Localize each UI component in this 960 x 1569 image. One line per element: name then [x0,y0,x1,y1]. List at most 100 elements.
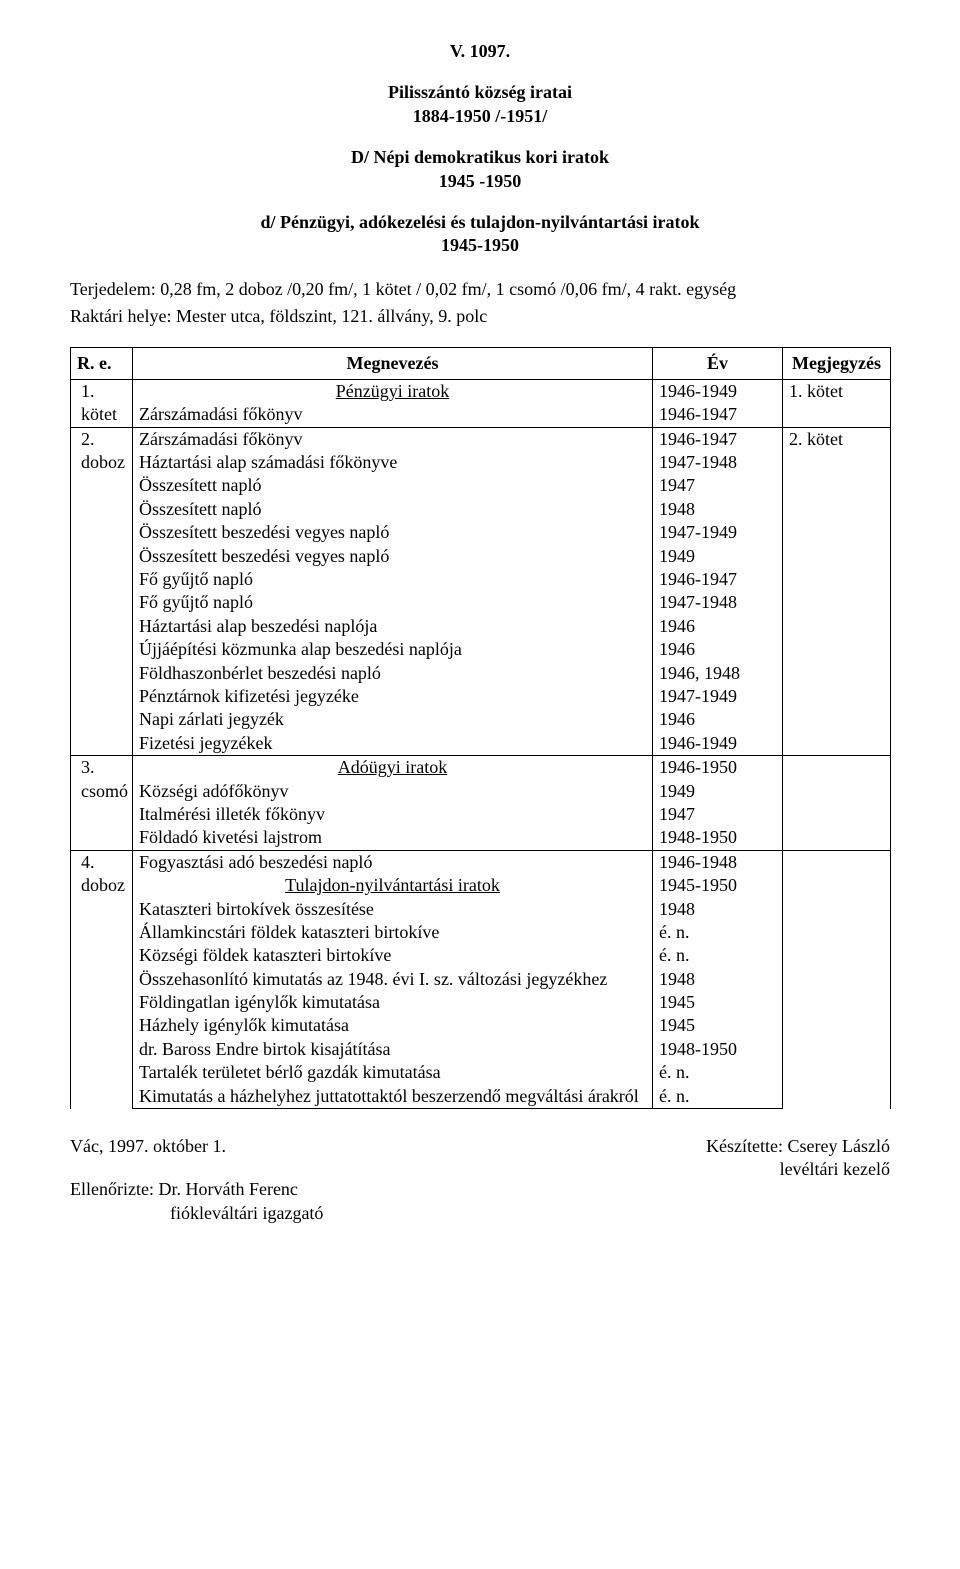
subtitle-line-2: 1945 -1950 [70,170,890,193]
header-re: R. e. [71,347,133,379]
subsection-block: d/ Pénzügyi, adókezelési és tulajdon-nyi… [70,211,890,258]
ref-cell: 2.doboz [71,427,133,755]
table-row: Községi adófőkönyv1949 [71,780,891,803]
year-cell: 1947-1948 [653,451,783,474]
table-row: Összesített beszedési vegyes napló1949 [71,545,891,568]
ref-unit: kötet [81,403,126,426]
section-title-cell: Adóügyi iratok [133,756,653,780]
ref-unit: csomó [81,780,126,803]
table-row: Tulajdon-nyilvántartási iratok1945-1950 [71,874,891,897]
ref-number: 4. [81,851,126,874]
note-cell [783,756,891,851]
document-page: V. 1097. Pilisszántó község iratai 1884-… [0,0,960,1275]
ref-number: V. 1097. [70,40,890,63]
item-name-cell: Zárszámadási főkönyv [133,403,653,427]
item-name-cell: Földhaszonbérlet beszedési napló [133,662,653,685]
year-cell: 1946-1947 [653,427,783,451]
year-cell: 1946, 1948 [653,662,783,685]
item-name-cell: Fő gyűjtő napló [133,591,653,614]
header-megjegyzes: Megjegyzés [783,347,891,379]
footer-date: Vác, 1997. október 1. [70,1135,323,1158]
table-row: Italmérési illeték főkönyv1947 [71,803,891,826]
table-row: Fő gyűjtő napló1947-1948 [71,591,891,614]
footer-author: Készítette: Cserey László [706,1135,890,1158]
footer-left: Vác, 1997. október 1. Ellenőrizte: Dr. H… [70,1135,323,1225]
item-name-cell: Összesített beszedési vegyes napló [133,521,653,544]
item-name-cell: Fogyasztási adó beszedési napló [133,850,653,874]
ref-number: 2. [81,428,126,451]
table-row: Földingatlan igénylők kimutatása1945 [71,991,891,1014]
item-name-cell: Földadó kivetési lajstrom [133,826,653,850]
ref-cell: 1.kötet [71,379,133,427]
item-name-cell: Pénztárnok kifizetési jegyzéke [133,685,653,708]
footer-verifier: Ellenőrizte: Dr. Horváth Ferenc [70,1178,323,1201]
item-name-cell: Községi földek kataszteri birtokíve [133,944,653,967]
year-cell: 1947 [653,803,783,826]
table-row: Pénztárnok kifizetési jegyzéke1947-1949 [71,685,891,708]
subtitle-line-1: D/ Népi demokratikus kori iratok [70,146,890,169]
table-row: 2.dobozZárszámadási főkönyv1946-19472. k… [71,427,891,451]
year-cell: é. n. [653,1061,783,1084]
table-row: Fizetési jegyzékek1946-1949 [71,732,891,756]
subtitle-block: D/ Népi demokratikus kori iratok 1945 -1… [70,146,890,193]
table-row: Házhely igénylők kimutatása1945 [71,1014,891,1037]
table-row: 4.dobozFogyasztási adó beszedési napló19… [71,850,891,874]
year-cell: 1945 [653,991,783,1014]
item-name-cell: Földingatlan igénylők kimutatása [133,991,653,1014]
item-name-cell: Újjáépítési közmunka alap beszedési napl… [133,638,653,661]
year-cell: 1949 [653,545,783,568]
year-cell: 1947-1948 [653,591,783,614]
year-cell: 1946-1950 [653,756,783,780]
year-cell: 1947-1949 [653,521,783,544]
table-row: Összesített napló1947 [71,474,891,497]
year-cell: é. n. [653,1085,783,1109]
table-row: Összesített beszedési vegyes napló1947-1… [71,521,891,544]
year-cell: 1946-1948 [653,850,783,874]
ref-cell: 4.doboz [71,850,133,1108]
item-name-cell: Összesített beszedési vegyes napló [133,545,653,568]
item-name-cell: Zárszámadási főkönyv [133,427,653,451]
header-megnevezes: Megnevezés [133,347,653,379]
table-row: Háztartási alap számadási főkönyve1947-1… [71,451,891,474]
storage-line: Raktári helye: Mester utca, földszint, 1… [70,305,890,328]
year-cell: 1945-1950 [653,874,783,897]
item-name-cell: Összesített napló [133,498,653,521]
table-row: Zárszámadási főkönyv1946-1947 [71,403,891,427]
ref-unit: doboz [81,874,126,897]
table-row: Háztartási alap beszedési naplója1946 [71,615,891,638]
year-cell: 1948-1950 [653,826,783,850]
year-cell: 1947 [653,474,783,497]
table-row: Községi földek kataszteri birtokíveé. n. [71,944,891,967]
footer-verifier-title: fiókleváltári igazgató [70,1202,323,1225]
item-name-cell: Fizetési jegyzékek [133,732,653,756]
item-name-cell: Háztartási alap számadási főkönyve [133,451,653,474]
note-cell: 2. kötet [783,427,891,755]
year-cell: 1946 [653,638,783,661]
table-row: 3.csomóAdóügyi iratok1946-1950 [71,756,891,780]
item-name-cell: Napi zárlati jegyzék [133,708,653,731]
year-cell: 1945 [653,1014,783,1037]
year-cell: 1947-1949 [653,685,783,708]
table-row: Összesített napló1948 [71,498,891,521]
item-name-cell: dr. Baross Endre birtok kisajátítása [133,1038,653,1061]
item-name-cell: Tartalék területet bérlő gazdák kimutatá… [133,1061,653,1084]
ref-number: 1. [81,380,126,403]
footer-right: Készítette: Cserey László levéltári keze… [706,1135,890,1182]
year-cell: 1946-1949 [653,379,783,403]
table-row: Tartalék területet bérlő gazdák kimutatá… [71,1061,891,1084]
year-cell: é. n. [653,921,783,944]
table-row: Újjáépítési közmunka alap beszedési napl… [71,638,891,661]
table-row: Napi zárlati jegyzék1946 [71,708,891,731]
table-header-row: R. e. Megnevezés Év Megjegyzés [71,347,891,379]
table-row: Fő gyűjtő napló1946-1947 [71,568,891,591]
year-cell: 1946 [653,708,783,731]
item-name-cell: Összehasonlító kimutatás az 1948. évi I.… [133,968,653,991]
item-name-cell: Államkincstári földek kataszteri birtokí… [133,921,653,944]
item-name-cell: Községi adófőkönyv [133,780,653,803]
table-row: Földhaszonbérlet beszedési napló1946, 19… [71,662,891,685]
item-name-cell: Kimutatás a házhelyhez juttatottaktól be… [133,1085,653,1109]
section-title-cell: Pénzügyi iratok [133,379,653,403]
subsection-line-1: d/ Pénzügyi, adókezelési és tulajdon-nyi… [70,211,890,234]
ref-number: 3. [81,756,126,779]
item-name-cell: Összesített napló [133,474,653,497]
